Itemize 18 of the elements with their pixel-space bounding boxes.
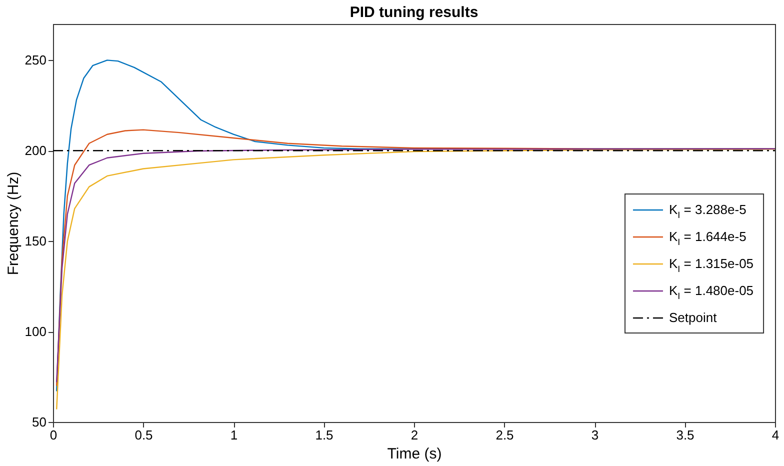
- y-tick-label: 100: [24, 324, 46, 340]
- x-tick-label: 2: [410, 428, 418, 442]
- y-tick-label: 50: [32, 414, 46, 430]
- x-tick-label: 4: [772, 428, 780, 442]
- x-tick-label: 0.5: [134, 428, 153, 442]
- x-axis-title: Time (s): [387, 446, 442, 462]
- x-tick-label: 2.5: [496, 428, 514, 442]
- y-tick-label: 150: [24, 234, 46, 249]
- legend-label: Setpoint: [669, 310, 718, 325]
- y-tick-label: 250: [24, 52, 46, 68]
- x-tick-label: 3.5: [676, 428, 694, 442]
- x-tick-label: 1.5: [315, 428, 334, 442]
- chart-title: PID tuning results: [350, 4, 478, 21]
- y-axis-title: Frequency (Hz): [4, 172, 22, 276]
- x-tick-label: 3: [591, 428, 599, 442]
- x-tick-label: 0: [50, 428, 58, 442]
- y-tick-label: 200: [24, 143, 46, 158]
- x-tick-label: 1: [230, 428, 238, 442]
